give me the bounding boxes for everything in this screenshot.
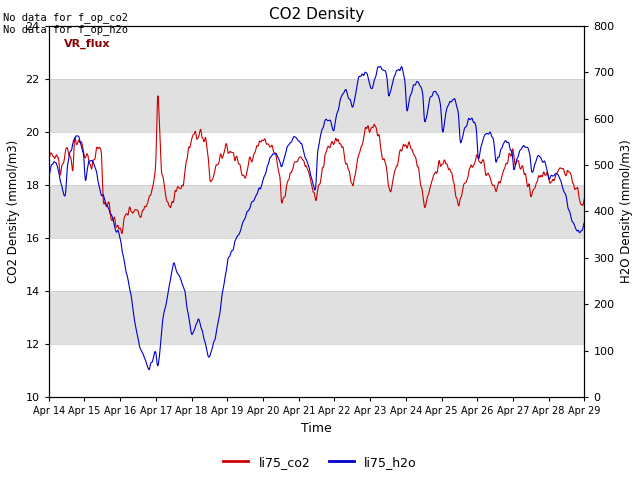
Text: VR_flux: VR_flux bbox=[64, 39, 111, 49]
Text: No data for f_op_h2o: No data for f_op_h2o bbox=[3, 24, 128, 35]
Bar bbox=[49, 26, 584, 79]
Bar bbox=[49, 79, 584, 132]
Y-axis label: H2O Density (mmol/m3): H2O Density (mmol/m3) bbox=[620, 140, 633, 283]
Legend: li75_co2, li75_h2o: li75_co2, li75_h2o bbox=[218, 451, 422, 474]
Bar bbox=[49, 238, 584, 291]
Bar bbox=[49, 185, 584, 238]
Y-axis label: CO2 Density (mmol/m3): CO2 Density (mmol/m3) bbox=[7, 140, 20, 283]
Title: CO2 Density: CO2 Density bbox=[269, 7, 364, 22]
Bar bbox=[49, 132, 584, 185]
Text: No data for f_op_co2: No data for f_op_co2 bbox=[3, 12, 128, 23]
Bar bbox=[49, 291, 584, 344]
X-axis label: Time: Time bbox=[301, 421, 332, 435]
Bar bbox=[49, 344, 584, 397]
